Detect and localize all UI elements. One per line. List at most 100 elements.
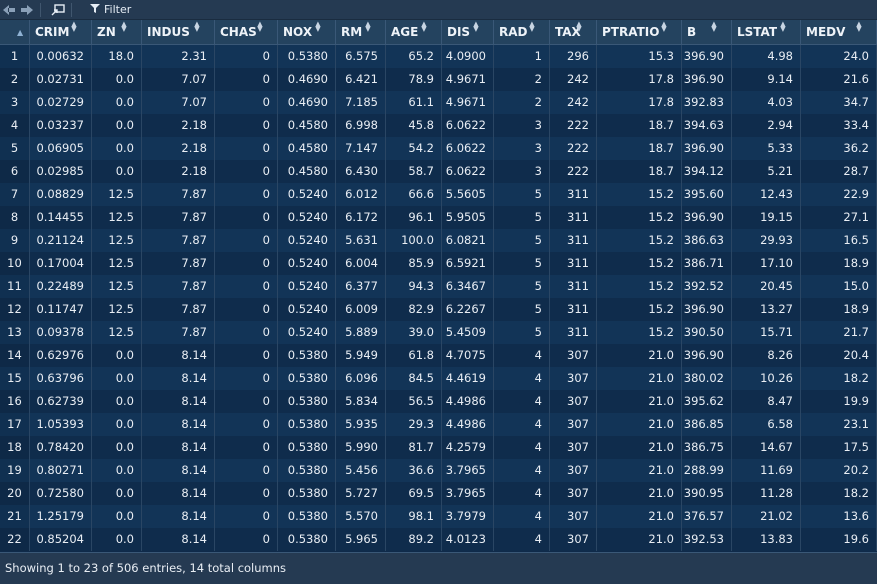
- table-row[interactable]: 13 0.09378 12.5 7.87 0 0.5240 5.889 39.0 5.4509 5…: [0, 321, 877, 344]
- filter-button[interactable]: Filter: [90, 3, 131, 16]
- cell-medv: 19.6: [801, 528, 877, 551]
- table-row[interactable]: 19 0.80271 0.0 8.14 0 0.5380 5.456 36.6 3.7965 4 3…: [0, 459, 877, 482]
- column-header-b[interactable]: B ▲▼: [682, 20, 732, 45]
- column-header-zn[interactable]: ZN ▲▼: [92, 20, 142, 45]
- cell-chas: 0: [215, 321, 278, 344]
- cell-chas: 0: [215, 91, 278, 114]
- sort-icon[interactable]: ▲▼: [575, 20, 583, 30]
- cell-lstat: 15.71: [732, 321, 801, 344]
- column-header-dis[interactable]: DIS ▲▼: [442, 20, 494, 45]
- filter-icon: [90, 3, 100, 16]
- sort-icon[interactable]: ▲▼: [855, 20, 863, 30]
- column-header-medv[interactable]: MEDV ▲▼: [801, 20, 877, 45]
- sort-icon[interactable]: ▲▼: [528, 20, 536, 30]
- cell-lstat: 11.69: [732, 459, 801, 482]
- sort-icon[interactable]: ▲▼: [420, 20, 428, 30]
- cell-nox: 0.5380: [278, 482, 336, 505]
- cell-rad: 4: [494, 436, 550, 459]
- cell-ptratio: 15.2: [597, 321, 682, 344]
- sort-icon[interactable]: ▲▼: [779, 20, 787, 30]
- table-row[interactable]: 18 0.78420 0.0 8.14 0 0.5380 5.990 81.7 4.2579 4 3…: [0, 436, 877, 459]
- sort-icon[interactable]: ▲▼: [660, 20, 668, 30]
- cell-crim: 0.80271: [30, 459, 92, 482]
- table-row[interactable]: 15 0.63796 0.0 8.14 0 0.5380 6.096 84.5 4.4619 4 3…: [0, 367, 877, 390]
- column-header-age[interactable]: AGE ▲▼: [386, 20, 442, 45]
- cell-zn: 0.0: [92, 528, 142, 551]
- cell-b: 395.60: [682, 183, 732, 206]
- sort-icon[interactable]: ▲: [17, 28, 24, 37]
- cell-nox: 0.5240: [278, 321, 336, 344]
- table-row[interactable]: 20 0.72580 0.0 8.14 0 0.5380 5.727 69.5 3.7965 4 3…: [0, 482, 877, 505]
- sort-icon[interactable]: ▲▼: [314, 20, 322, 30]
- arrow-right-icon[interactable]: [18, 1, 36, 19]
- column-header-indus[interactable]: INDUS ▲▼: [142, 20, 215, 45]
- status-bar: Showing 1 to 23 of 506 entries, 14 total…: [0, 552, 877, 584]
- cell-indus: 8.14: [142, 367, 215, 390]
- column-header-nox[interactable]: NOX ▲▼: [278, 20, 336, 45]
- column-header-rad[interactable]: RAD ▲▼: [494, 20, 550, 45]
- cell-nox: 0.5240: [278, 252, 336, 275]
- table-row[interactable]: 6 0.02985 0.0 2.18 0 0.4580 6.430 58.7 6.0622 3 22…: [0, 160, 877, 183]
- cell-lstat: 29.93: [732, 229, 801, 252]
- sort-icon[interactable]: ▲▼: [256, 20, 264, 30]
- table-row[interactable]: 16 0.62739 0.0 8.14 0 0.5380 5.834 56.5 4.4986 4 3…: [0, 390, 877, 413]
- sort-icon[interactable]: ▲▼: [120, 20, 128, 30]
- table-row[interactable]: 2 0.02731 0.0 7.07 0 0.4690 6.421 78.9 4.9671 2 24…: [0, 68, 877, 91]
- cell-b: 392.52: [682, 275, 732, 298]
- table-row[interactable]: 11 0.22489 12.5 7.87 0 0.5240 6.377 94.3 6.3467 5…: [0, 275, 877, 298]
- row-index: 10: [0, 252, 30, 275]
- sort-icon[interactable]: ▲▼: [364, 20, 372, 30]
- cell-ptratio: 21.0: [597, 344, 682, 367]
- cell-age: 94.3: [386, 275, 442, 298]
- table-row[interactable]: 3 0.02729 0.0 7.07 0 0.4690 7.185 61.1 4.9671 2 24…: [0, 91, 877, 114]
- column-header-chas[interactable]: CHAS ▲▼: [215, 20, 278, 45]
- cell-ptratio: 15.2: [597, 275, 682, 298]
- cell-crim: 0.62976: [30, 344, 92, 367]
- column-header-crim[interactable]: CRIM ▲▼: [30, 20, 92, 45]
- cell-age: 100.0: [386, 229, 442, 252]
- table-row[interactable]: 8 0.14455 12.5 7.87 0 0.5240 6.172 96.1 5.9505 5 3…: [0, 206, 877, 229]
- column-header-label: RM: [341, 25, 363, 39]
- column-header-label: TAX: [555, 25, 581, 39]
- table-row[interactable]: 10 0.17004 12.5 7.87 0 0.5240 6.004 85.9 6.5921 5…: [0, 252, 877, 275]
- sort-icon[interactable]: ▲▼: [710, 20, 718, 30]
- table-row[interactable]: 5 0.06905 0.0 2.18 0 0.4580 7.147 54.2 6.0622 3 22…: [0, 137, 877, 160]
- cell-b: 288.99: [682, 459, 732, 482]
- table-row[interactable]: 22 0.85204 0.0 8.14 0 0.5380 5.965 89.2 4.0123 4 3…: [0, 528, 877, 551]
- table-row[interactable]: 1 0.00632 18.0 2.31 0 0.5380 6.575 65.2 4.0900 1 2…: [0, 45, 877, 68]
- cell-indus: 8.14: [142, 482, 215, 505]
- cell-rad: 3: [494, 137, 550, 160]
- cell-zn: 0.0: [92, 459, 142, 482]
- cell-nox: 0.4580: [278, 114, 336, 137]
- cell-rm: 5.965: [336, 528, 386, 551]
- table-row[interactable]: 14 0.62976 0.0 8.14 0 0.5380 5.949 61.8 4.7075 4 3…: [0, 344, 877, 367]
- sort-icon[interactable]: ▲▼: [70, 20, 78, 30]
- cell-indus: 7.87: [142, 206, 215, 229]
- column-header-tax[interactable]: TAX ▲▼: [550, 20, 597, 45]
- cell-lstat: 4.98: [732, 45, 801, 68]
- cell-tax: 307: [550, 413, 597, 436]
- sort-icon[interactable]: ▲▼: [193, 20, 201, 30]
- cell-nox: 0.4690: [278, 91, 336, 114]
- cell-chas: 0: [215, 137, 278, 160]
- cell-lstat: 5.33: [732, 137, 801, 160]
- cell-rm: 6.421: [336, 68, 386, 91]
- table-row[interactable]: 12 0.11747 12.5 7.87 0 0.5240 6.009 82.9 6.2267 5…: [0, 298, 877, 321]
- column-header-rm[interactable]: RM ▲▼: [336, 20, 386, 45]
- column-header-lstat[interactable]: LSTAT ▲▼: [732, 20, 801, 45]
- table-row[interactable]: 21 1.25179 0.0 8.14 0 0.5380 5.570 98.1 3.7979 4 3…: [0, 505, 877, 528]
- sort-icon[interactable]: ▲▼: [472, 20, 480, 30]
- table-row[interactable]: 9 0.21124 12.5 7.87 0 0.5240 5.631 100.0 6.0821 5…: [0, 229, 877, 252]
- row-index: 7: [0, 183, 30, 206]
- table-row[interactable]: 7 0.08829 12.5 7.87 0 0.5240 6.012 66.6 5.5605 5 3…: [0, 183, 877, 206]
- cell-indus: 7.87: [142, 321, 215, 344]
- cell-ptratio: 21.0: [597, 436, 682, 459]
- column-header-ptratio[interactable]: PTRATIO ▲▼: [597, 20, 682, 45]
- arrow-left-icon[interactable]: [0, 1, 18, 19]
- popout-icon[interactable]: [49, 1, 67, 19]
- table-row[interactable]: 4 0.03237 0.0 2.18 0 0.4580 6.998 45.8 6.0622 3 22…: [0, 114, 877, 137]
- table-row[interactable]: 17 1.05393 0.0 8.14 0 0.5380 5.935 29.3 4.4986 4 3…: [0, 413, 877, 436]
- cell-lstat: 20.45: [732, 275, 801, 298]
- index-column-header[interactable]: ▲: [0, 20, 30, 45]
- cell-crim: 0.09378: [30, 321, 92, 344]
